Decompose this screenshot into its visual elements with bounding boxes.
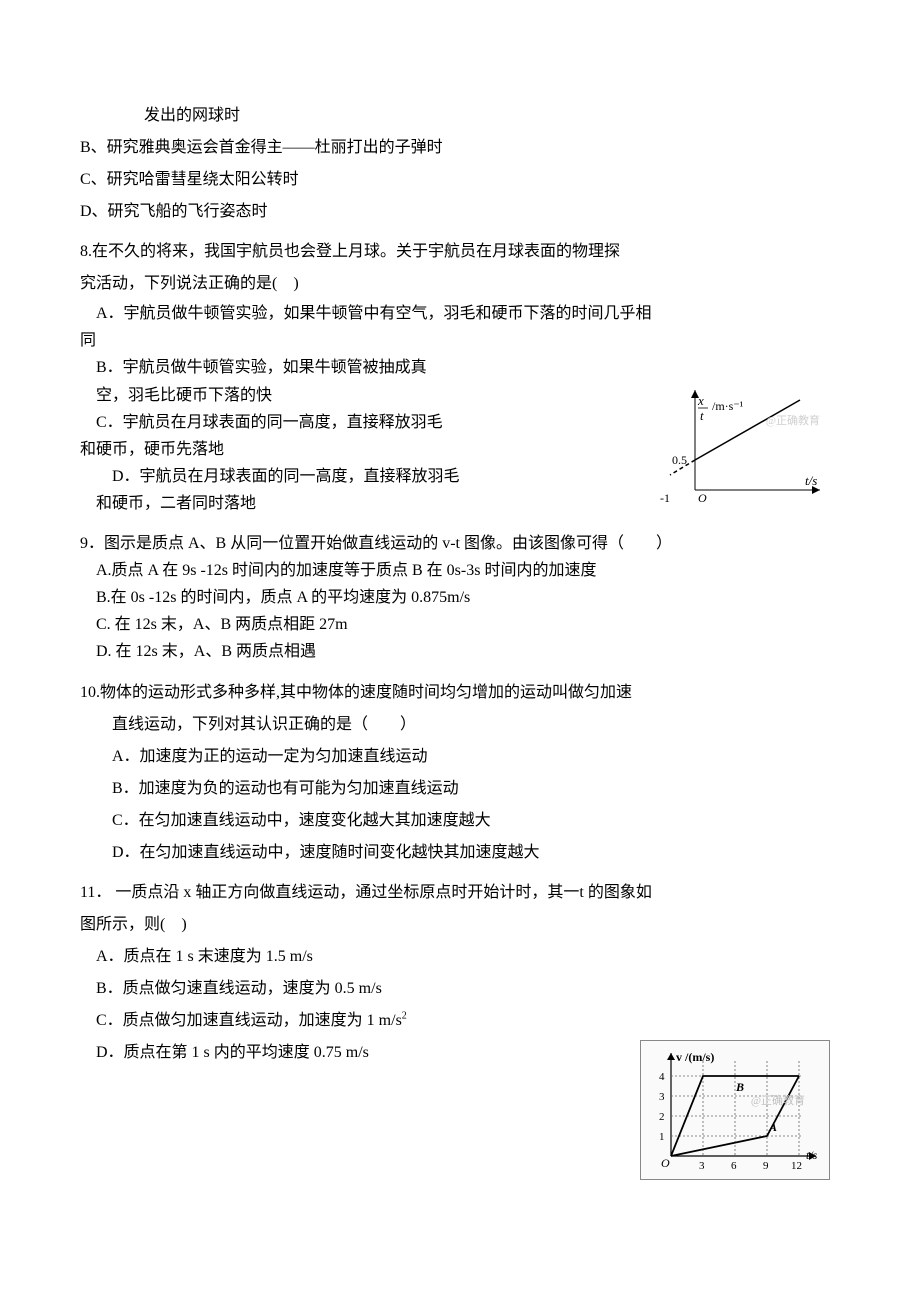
- svg-text:9: 9: [763, 1160, 769, 1172]
- q9-option-c: C. 在 12s 末，A、B 两质点相距 27m: [80, 611, 840, 638]
- q8-stem-2: 究活动，下列说法正确的是( ): [80, 268, 840, 300]
- q9-option-a: A.质点 A 在 9s -12s 时间内的加速度等于质点 B 在 0s-3s 时…: [80, 557, 840, 584]
- svg-text:3: 3: [699, 1160, 705, 1172]
- svg-text:/m·s⁻¹: /m·s⁻¹: [712, 399, 744, 413]
- q7-option-d: D、研究飞船的飞行姿态时: [80, 196, 840, 228]
- svg-text:A: A: [768, 1120, 777, 1134]
- svg-text:t/s: t/s: [806, 1148, 818, 1162]
- svg-text:2: 2: [659, 1111, 665, 1123]
- q8-option-d-2: 和硬币，二者同时落地: [80, 490, 580, 517]
- question-9: 9．图示是质点 A、B 从同一位置开始做直线运动的 v-t 图像。由该图像可得（…: [80, 530, 840, 666]
- svg-text:12: 12: [791, 1160, 802, 1172]
- q7-partial-line: 发出的网球时: [80, 100, 840, 132]
- svg-text:B: B: [735, 1080, 744, 1094]
- svg-text:-1: -1: [660, 491, 670, 505]
- svg-text:t/s: t/s: [805, 473, 817, 488]
- q10-option-b: B．加速度为负的运动也有可能为匀加速直线运动: [80, 773, 840, 805]
- q10-option-a: A．加速度为正的运动一定为匀加速直线运动: [80, 741, 840, 773]
- q8-stem-1: 8.在不久的将来，我国宇航员也会登上月球。关于宇航员在月球表面的物理探: [80, 236, 840, 268]
- svg-text:1: 1: [659, 1131, 665, 1143]
- svg-text:t: t: [700, 408, 704, 423]
- q8-option-b-1: B．宇航员做牛顿管实验，如果牛顿管被抽成真: [80, 354, 580, 381]
- q10-option-c: C．在匀加速直线运动中，速度变化越大其加速度越大: [80, 805, 840, 837]
- watermark-1: @正确教育: [766, 410, 820, 432]
- graph-xt-vs-t: x t /m·s⁻¹ 0.5 -1 O t/s: [650, 380, 830, 510]
- q10-option-d: D．在匀加速直线运动中，速度随时间变化越快其加速度越大: [80, 837, 840, 869]
- svg-text:0.5: 0.5: [672, 453, 687, 467]
- q8-option-a-2: 同: [80, 327, 840, 354]
- q11-option-c-pre: C．质点做匀加速直线运动，加速度为 1 m/s: [96, 1012, 402, 1029]
- q8-option-b-2: 空，羽毛比硬币下落的快: [80, 382, 580, 409]
- q10-stem-2: 直线运动，下列对其认识正确的是（ ）: [80, 709, 840, 741]
- svg-text:x: x: [697, 393, 704, 408]
- q11-stem-2: 图所示，则( ): [80, 909, 840, 941]
- q11-option-c-sup: 2: [402, 1011, 407, 1022]
- watermark-2: @正确教育: [751, 1090, 805, 1112]
- q8-option-d-1: D．宇航员在月球表面的同一高度，直接释放羽毛: [80, 463, 580, 490]
- svg-text:O: O: [661, 1156, 670, 1170]
- svg-text:3: 3: [659, 1091, 665, 1103]
- svg-text:6: 6: [731, 1160, 737, 1172]
- xt-graph-svg: x t /m·s⁻¹ 0.5 -1 O t/s: [650, 380, 830, 510]
- q7-option-b: B、研究雅典奥运会首金得主——杜丽打出的子弹时: [80, 132, 840, 164]
- q10-stem-1: 10.物体的运动形式多种多样,其中物体的速度随时间均匀增加的运动叫做匀加速: [80, 677, 840, 709]
- q8-option-a-1: A．宇航员做牛顿管实验，如果牛顿管中有空气，羽毛和硬币下落的时间几乎相: [80, 300, 840, 327]
- svg-text:v /(m/s): v /(m/s): [676, 1050, 714, 1064]
- svg-text:O: O: [698, 491, 707, 505]
- q11-option-c: C．质点做匀加速直线运动，加速度为 1 m/s2: [80, 1005, 840, 1037]
- q9-option-b: B.在 0s -12s 的时间内，质点 A 的平均速度为 0.875m/s: [80, 584, 840, 611]
- q7-option-c: C、研究哈雷彗星绕太阳公转时: [80, 164, 840, 196]
- svg-text:4: 4: [659, 1071, 665, 1083]
- q9-stem: 9．图示是质点 A、B 从同一位置开始做直线运动的 v-t 图像。由该图像可得（…: [80, 530, 840, 557]
- q11-stem-1: 11． 一质点沿 x 轴正方向做直线运动，通过坐标原点时开始计时，其一t 的图象…: [80, 877, 840, 909]
- q11-option-a: A．质点在 1 s 末速度为 1.5 m/s: [80, 941, 840, 973]
- question-10: 10.物体的运动形式多种多样,其中物体的速度随时间均匀增加的运动叫做匀加速 直线…: [80, 677, 840, 869]
- q11-option-b: B．质点做匀速直线运动，速度为 0.5 m/s: [80, 973, 840, 1005]
- q9-option-d: D. 在 12s 末，A、B 两质点相遇: [80, 638, 840, 665]
- q8-option-c-1: C．宇航员在月球表面的同一高度，直接释放羽毛: [80, 409, 580, 436]
- question-7-partial: 发出的网球时 B、研究雅典奥运会首金得主——杜丽打出的子弹时 C、研究哈雷彗星绕…: [80, 100, 840, 228]
- q8-option-c-2: 和硬币，硬币先落地: [80, 436, 580, 463]
